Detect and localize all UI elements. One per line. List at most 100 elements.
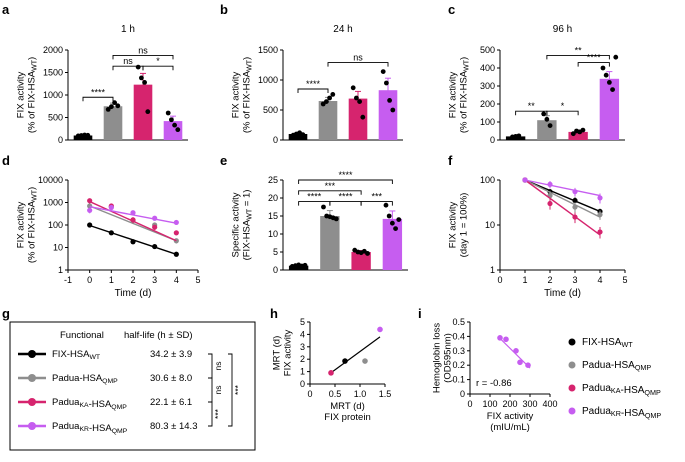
y-tick-label: 10 bbox=[485, 220, 495, 230]
bar-kr bbox=[382, 218, 403, 270]
significance-bracket bbox=[208, 377, 213, 403]
significance-bracket bbox=[208, 401, 213, 427]
row-half-life-value: 80.3 ± 14.3 bbox=[150, 421, 197, 432]
x-tick-label: -1 bbox=[64, 275, 72, 285]
y-axis-label: FIX activity(% of FIX-HSAWT) bbox=[231, 57, 254, 133]
data-point bbox=[172, 122, 178, 128]
data-point-wt bbox=[342, 358, 348, 364]
x-tick-label: 5 bbox=[195, 275, 200, 285]
fit-line-kr bbox=[524, 179, 601, 197]
x-tick-label: 200 bbox=[502, 399, 517, 409]
data-point-kr bbox=[572, 189, 578, 195]
y-tick-label: 0.1 bbox=[452, 375, 465, 385]
y-tick-label: 5 bbox=[273, 247, 278, 257]
y-tick-label: 400 bbox=[480, 63, 495, 73]
data-point-wt bbox=[572, 197, 578, 204]
row-label: PaduaKA-HSAQMP bbox=[52, 397, 127, 411]
y-tick-label: 1500 bbox=[43, 68, 63, 78]
panel-b-chart: 0 500 1000 1500 24 h FIX activity(% of FIX-HS… bbox=[231, 24, 403, 145]
significance-label: **** bbox=[306, 79, 321, 89]
bar-qmp bbox=[103, 106, 123, 140]
y-tick-label: 0 bbox=[300, 379, 305, 389]
data-point-ka bbox=[572, 214, 578, 220]
y-tick-label: 0.4 bbox=[452, 331, 465, 341]
panel-g-half-life-table: Functional half-life (h ± SD) FIX-HSAWT 34.… bbox=[9, 321, 256, 451]
data-point bbox=[386, 213, 392, 219]
panel-e-chart: 0 5 10 15 20 25 Specific activity(FIX-HSAWT = … bbox=[231, 170, 408, 275]
data-point-kr bbox=[152, 215, 158, 221]
y-tick-label: 0 bbox=[58, 135, 63, 145]
data-point-ka bbox=[130, 217, 136, 223]
x-tick-label: 3 bbox=[152, 275, 157, 285]
x-tick-label: 1 bbox=[522, 275, 527, 285]
data-point bbox=[600, 65, 606, 71]
significance-label: * bbox=[561, 101, 565, 111]
significance-label: *** bbox=[371, 192, 382, 202]
y-tick-label: 500 bbox=[48, 113, 63, 123]
chart-title: 24 h bbox=[333, 24, 352, 35]
data-point-kr bbox=[597, 195, 603, 201]
significance-bracket bbox=[546, 54, 610, 60]
significance-label: ns bbox=[213, 362, 223, 371]
x-tick-label: 3 bbox=[572, 275, 577, 285]
y-axis-label: FIX activity(% of FIX-HSAWT) bbox=[16, 187, 39, 263]
data-point bbox=[321, 204, 326, 210]
data-point-kr bbox=[525, 362, 531, 369]
y-tick-label: 0 bbox=[273, 135, 278, 145]
y-axis-label: MRT (d)FIX activity bbox=[272, 330, 294, 377]
x-axis-label: Time (d) bbox=[544, 288, 581, 299]
fit-line-qmp bbox=[524, 179, 601, 218]
y-tick-label: 0 bbox=[460, 389, 465, 399]
fit-line bbox=[329, 336, 381, 374]
panel-d-chart: 1 10 100 1000 10000 -1 0 1 2 3 4 5 Time (d) FIX activ… bbox=[16, 175, 201, 299]
y-tick-label: 0 bbox=[273, 265, 278, 275]
data-point-kr bbox=[108, 204, 114, 211]
panel-letter-e: e bbox=[220, 153, 227, 168]
significance-bracket bbox=[142, 65, 174, 71]
data-point-ka bbox=[152, 224, 158, 230]
data-point bbox=[603, 72, 609, 78]
data-point bbox=[580, 127, 586, 133]
panel-letters: a b c d e f g h i bbox=[2, 2, 455, 321]
significance-bracket bbox=[228, 353, 233, 427]
legend-marker-ka bbox=[568, 384, 576, 392]
data-point bbox=[109, 104, 114, 110]
data-point-kr bbox=[513, 348, 519, 354]
panel-letter-a: a bbox=[2, 2, 10, 17]
significance-bracket bbox=[577, 62, 610, 67]
bar-wt bbox=[73, 135, 93, 140]
significance-bracket bbox=[208, 353, 213, 379]
y-tick-label: 4 bbox=[300, 329, 305, 339]
y-tick-label: 1 bbox=[58, 265, 63, 275]
significance-label: **** bbox=[307, 192, 322, 202]
data-point-kr bbox=[497, 335, 503, 341]
y-tick-label: 1 bbox=[300, 367, 305, 377]
panel-c-chart: 0 100 200 300 400 500 96 h FIX activity(% of FI… bbox=[448, 24, 625, 145]
data-point bbox=[516, 133, 522, 139]
y-tick-label: 500 bbox=[263, 105, 278, 115]
data-point-ka bbox=[173, 230, 179, 236]
panel-letter-i: i bbox=[418, 306, 422, 321]
panel-a-chart: 0 500 1000 1500 2000 1 h FIX activity(% of FIX… bbox=[16, 24, 188, 145]
x-tick-label: 1 bbox=[109, 275, 114, 285]
significance-bracket bbox=[546, 110, 579, 116]
bar-ka bbox=[568, 131, 588, 140]
data-point-ka bbox=[597, 229, 603, 235]
fit-line-wt bbox=[524, 179, 601, 213]
color-legend: FIX-HSAWT Padua-HSAQMP PaduaKA-HSAQMP Padua… bbox=[568, 337, 661, 420]
fit-line-ka bbox=[524, 179, 601, 236]
data-point-wt bbox=[130, 239, 136, 245]
data-point bbox=[330, 92, 336, 97]
x-axis-label: FIX activity bbox=[487, 411, 534, 422]
x-tick-label: 4 bbox=[174, 275, 179, 285]
significance-label: **** bbox=[91, 87, 106, 97]
y-axis-label: FIX activity(% of FIX-HSAWT) bbox=[448, 57, 471, 133]
y-tick-label: 10000 bbox=[38, 175, 63, 185]
panel-letter-c: c bbox=[448, 2, 455, 17]
y-tick-label: 100 bbox=[48, 220, 63, 230]
row-half-life-value: 22.1 ± 6.1 bbox=[150, 397, 192, 408]
data-point-ka bbox=[547, 200, 553, 207]
data-point bbox=[541, 111, 547, 117]
